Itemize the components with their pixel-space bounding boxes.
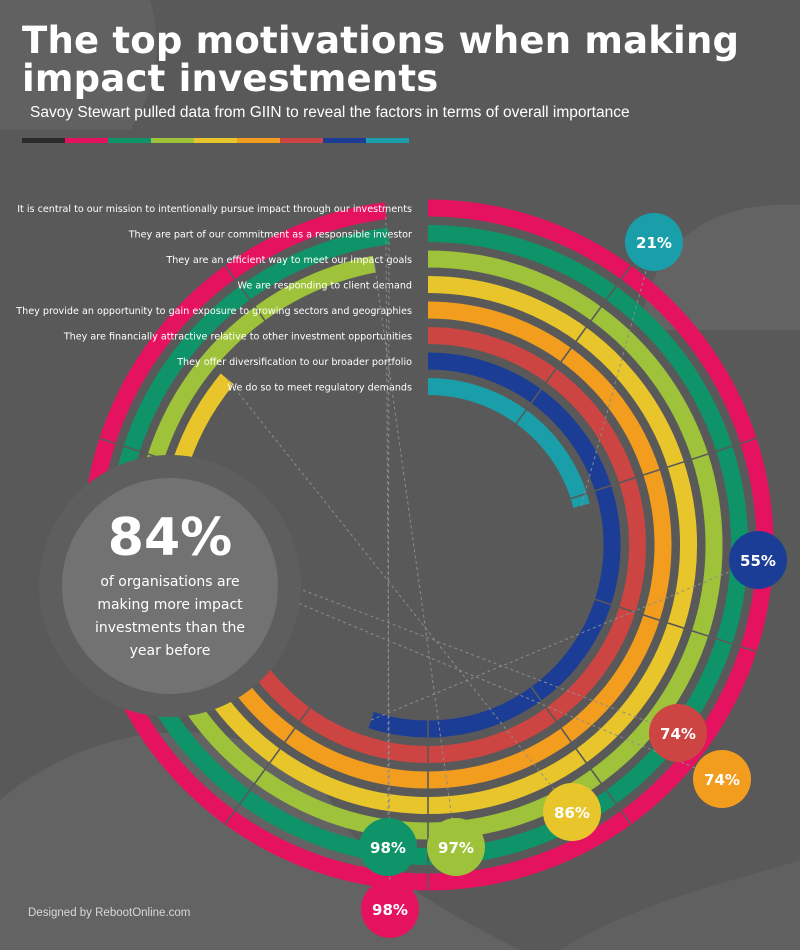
gridline-tick [224, 707, 311, 825]
leader-line [385, 210, 391, 910]
value-badge [427, 818, 485, 876]
gridline-tick [224, 265, 266, 321]
leader-line [193, 559, 723, 780]
category-label: They provide an opportunity to gain expo… [15, 306, 412, 317]
category-label: It is central to our mission to intentio… [17, 204, 412, 215]
stat-caption-line: of organisations are [100, 574, 239, 590]
category-labels: It is central to our mission to intentio… [15, 204, 412, 394]
color-swatch [22, 138, 65, 143]
value-label: 55% [740, 552, 776, 570]
color-swatch [280, 138, 323, 143]
category-label: They offer diversification to our broade… [176, 357, 412, 368]
color-swatch [366, 138, 409, 143]
value-label: 97% [438, 839, 474, 857]
stat-value: 84% [108, 508, 232, 568]
value-badge [649, 704, 707, 762]
background-wave [560, 860, 800, 950]
value-label: 21% [636, 234, 672, 252]
stat-circle-inner [62, 478, 278, 694]
color-swatch [194, 138, 237, 143]
value-badge [625, 213, 683, 271]
leader-line [218, 557, 679, 734]
color-swatch [323, 138, 366, 143]
category-label: They are financially attractive relative… [63, 332, 412, 343]
color-swatch [151, 138, 194, 143]
value-label: 74% [704, 771, 740, 789]
radial-bar [368, 352, 621, 738]
value-label: 86% [554, 804, 590, 822]
leader-line [373, 264, 457, 848]
stat-caption-line: investments than the [95, 620, 245, 636]
radial-bar [427, 378, 590, 508]
color-swatch [108, 138, 151, 143]
stat-caption-line: making more impact [97, 597, 243, 613]
value-badge [693, 750, 751, 808]
subtitle: Savoy Stewart pulled data from GIIN to r… [30, 104, 630, 121]
radial-bar [210, 327, 646, 763]
category-label: They are part of our commitment as a res… [128, 230, 412, 241]
value-badge [543, 783, 601, 841]
background-wave [640, 204, 800, 330]
stat-circle: 84% of organisations are making more impac… [39, 455, 301, 717]
category-label: We do so to meet regulatory demands [228, 383, 412, 394]
radial-bar [82, 199, 774, 891]
gridline-tick [515, 265, 632, 425]
color-swatch [237, 138, 280, 143]
value-badges: 98% 98% 97% 86% 74% 74% 55% 21% [359, 213, 787, 938]
gridline-tick [530, 686, 632, 825]
gridline-tick [594, 598, 757, 653]
color-swatch [65, 138, 108, 143]
stat-caption-line: year before [130, 643, 211, 659]
leader-lines [193, 210, 759, 910]
value-label: 74% [660, 725, 696, 743]
gridline-tick [570, 437, 757, 500]
leader-line [370, 559, 759, 721]
color-swatch-strip [22, 138, 409, 143]
value-label: 98% [372, 901, 408, 919]
category-label: We are responding to client demand [237, 281, 412, 292]
value-badge [359, 818, 417, 876]
credit-footer: Designed by RebootOnline.com [28, 907, 191, 919]
radial-bars [82, 199, 774, 891]
value-label: 98% [370, 839, 406, 857]
leader-line [226, 378, 573, 813]
value-badge [361, 880, 419, 938]
page-title: The top motivations when making impact i… [22, 19, 740, 100]
value-badge [729, 531, 787, 589]
radial-bar [184, 301, 672, 789]
category-label: They are an efficient way to meet our im… [165, 255, 412, 266]
background-wave [0, 0, 157, 130]
